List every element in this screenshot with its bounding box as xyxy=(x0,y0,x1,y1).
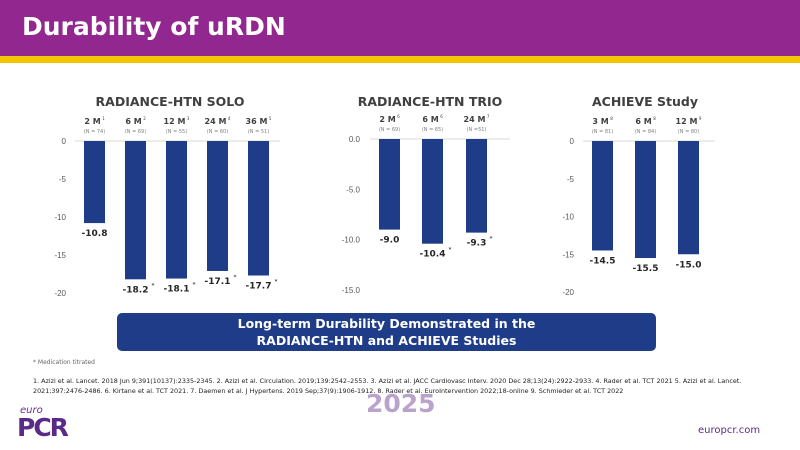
asterisk: * xyxy=(275,279,278,286)
value-label: -15.0 xyxy=(676,260,702,270)
superscript: 4 xyxy=(228,116,231,121)
references: 1. Azizi et al. Lancet. 2018 Jun 9;391(1… xyxy=(33,377,742,395)
value-label: -17.7 xyxy=(246,282,272,292)
bar xyxy=(678,141,699,255)
superscript: 1 xyxy=(102,116,105,121)
n-label: (N = 81) xyxy=(592,129,613,135)
y-tick-label: 0 xyxy=(570,137,575,146)
banner-line-1: Long-term Durability Demonstrated in the xyxy=(237,316,536,331)
accent-stripe xyxy=(0,56,800,63)
n-label: (N = 51) xyxy=(248,129,269,135)
n-label: (N = 69) xyxy=(379,127,400,133)
bar xyxy=(379,139,400,230)
y-tick-label: 0 xyxy=(62,137,67,146)
europcr-logo: PCR xyxy=(17,413,69,442)
bar xyxy=(125,141,146,280)
superscript: 7 xyxy=(487,114,490,119)
bar xyxy=(84,141,105,224)
bar xyxy=(248,141,269,276)
bar-charts: 0-5-10-15-202 M 1(N = 74)-10.86 M 2(N = 69… xyxy=(54,114,715,298)
superscript: 2 xyxy=(143,116,146,121)
bar xyxy=(422,139,443,244)
superscript: 9 xyxy=(699,116,702,121)
banner-line-2: RADIANCE-HTN and ACHIEVE Studies xyxy=(256,333,517,348)
y-tick-label: -5.0 xyxy=(346,185,360,194)
logo-euro-text: euro xyxy=(20,405,43,416)
n-label: (N = 65) xyxy=(422,127,443,133)
footnote: * Medication titrated xyxy=(33,359,95,366)
asterisk: * xyxy=(152,282,155,289)
y-tick-label: -15 xyxy=(562,250,574,259)
value-label: -15.5 xyxy=(633,264,659,274)
n-label: (N = 55) xyxy=(166,129,187,135)
n-label: (N = 84) xyxy=(635,129,656,135)
category-label: 2 M xyxy=(84,117,100,126)
n-label: (N =51) xyxy=(467,127,487,133)
n-label: (N = 60) xyxy=(207,129,228,135)
y-tick-label: -15 xyxy=(54,251,66,260)
asterisk: * xyxy=(490,236,493,243)
chart-title-trio: RADIANCE-HTN TRIO xyxy=(357,94,503,109)
value-label: -14.5 xyxy=(590,256,616,266)
y-tick-label: 0.0 xyxy=(349,135,361,144)
superscript: 8 xyxy=(610,116,613,121)
n-label: (N = 74) xyxy=(84,129,105,135)
bar xyxy=(635,141,656,259)
header-bar xyxy=(0,0,800,56)
y-tick-label: -5 xyxy=(59,175,67,184)
value-label: -18.1 xyxy=(164,285,190,295)
bar xyxy=(592,141,613,251)
category-label: 12 M xyxy=(676,117,698,126)
y-tick-label: -20 xyxy=(54,289,66,298)
category-label: 6 M xyxy=(125,117,141,126)
asterisk: * xyxy=(193,282,196,289)
superscript: 6 xyxy=(440,114,443,119)
value-label: -17.1 xyxy=(205,277,231,287)
n-label: (N = 80) xyxy=(678,129,699,135)
category-label: 2 M xyxy=(379,115,395,124)
superscript: 3 xyxy=(187,116,190,121)
bar xyxy=(207,141,228,271)
value-label: -18.2 xyxy=(123,285,149,295)
superscript: 6 xyxy=(397,114,400,119)
slide-title: Durability of uRDN xyxy=(22,12,286,41)
category-label: 24 M xyxy=(464,115,486,124)
category-label: 6 M xyxy=(422,115,438,124)
superscript: 8 xyxy=(653,116,656,121)
asterisk: * xyxy=(449,247,452,254)
superscript: 5 xyxy=(269,116,272,121)
category-label: 24 M xyxy=(205,117,227,126)
value-label: -10.4 xyxy=(420,250,446,260)
bar xyxy=(166,141,187,279)
bar xyxy=(466,139,487,233)
category-label: 36 M xyxy=(246,117,268,126)
chart-title-achieve: ACHIEVE Study xyxy=(591,94,699,109)
website-link[interactable]: europcr.com xyxy=(698,425,761,436)
asterisk: * xyxy=(234,274,237,281)
chart-title-solo: RADIANCE-HTN SOLO xyxy=(95,94,245,109)
value-label: -9.0 xyxy=(380,236,400,246)
n-label: (N = 69) xyxy=(125,129,146,135)
y-tick-label: -15.0 xyxy=(342,286,361,295)
value-label: -10.8 xyxy=(82,229,108,239)
y-tick-label: -10 xyxy=(562,213,574,222)
conclusion-banner: Long-term Durability Demonstrated in the… xyxy=(117,313,656,351)
y-tick-label: -20 xyxy=(562,288,574,297)
category-label: 3 M xyxy=(592,117,608,126)
year-label: 2025 xyxy=(366,389,436,418)
category-label: 6 M xyxy=(635,117,651,126)
y-tick-label: -10 xyxy=(54,213,66,222)
category-label: 12 M xyxy=(164,117,186,126)
y-tick-label: -10.0 xyxy=(342,236,361,245)
value-label: -9.3 xyxy=(467,239,487,249)
y-tick-label: -5 xyxy=(567,175,575,184)
